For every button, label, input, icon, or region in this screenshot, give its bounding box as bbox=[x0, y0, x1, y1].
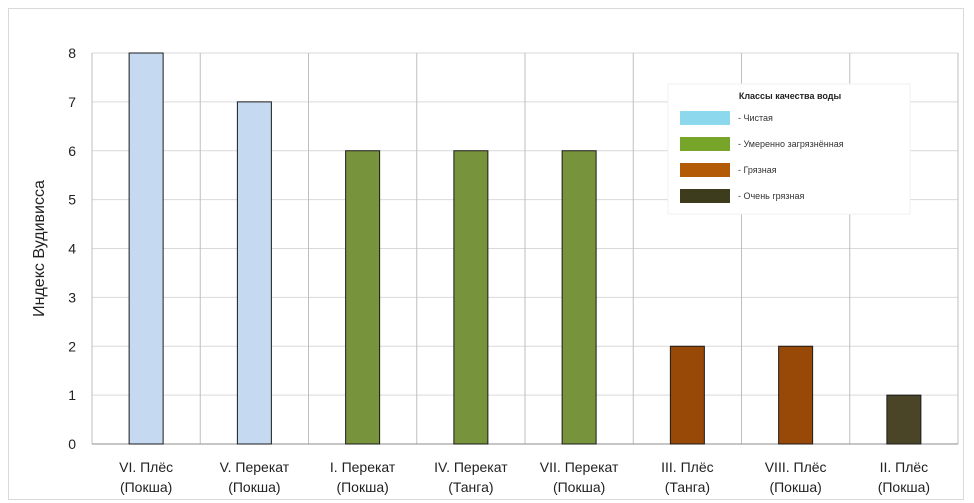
bar-0 bbox=[128, 52, 164, 445]
y-tick-label-8: 8 bbox=[68, 45, 76, 61]
x-tick-label-3: IV. Перекат (Танга) bbox=[434, 459, 508, 495]
y-tick-label-2: 2 bbox=[68, 338, 76, 354]
legend-title: Классы качества воды bbox=[739, 91, 842, 101]
y-axis-label: Индекс Вудивисса bbox=[31, 180, 48, 317]
x-tick-label-0: VI. Плёс (Покша) bbox=[119, 459, 173, 495]
y-tick-label-4: 4 bbox=[68, 241, 76, 257]
legend-label-2: - Грязная bbox=[738, 165, 777, 175]
x-tick-label-7: II. Плёс (Покша) bbox=[878, 459, 930, 495]
legend-label-0: - Чистая bbox=[738, 113, 773, 123]
y-tick-label-3: 3 bbox=[68, 289, 76, 305]
bar-7 bbox=[886, 394, 922, 445]
x-tick-label-2: I. Перекат (Покша) bbox=[330, 459, 396, 495]
y-tick-label-1: 1 bbox=[68, 387, 76, 403]
x-tick-label-6: VIII. Плёс (Покша) bbox=[765, 459, 827, 495]
bar-6 bbox=[778, 345, 814, 445]
legend-label-1: - Умеренно загрязнённая bbox=[738, 139, 844, 149]
legend-label-3: - Очень грязная bbox=[738, 191, 805, 201]
bar-4 bbox=[561, 150, 597, 445]
y-tick-label-7: 7 bbox=[68, 94, 76, 110]
legend-swatch-3 bbox=[680, 189, 730, 203]
x-tick-label-1: V. Перекат (Покша) bbox=[220, 459, 290, 495]
x-tick-label-5: III. Плёс (Танга) bbox=[661, 459, 713, 495]
x-tick-label-4: VII. Перекат (Покша) bbox=[540, 459, 619, 495]
bar-1 bbox=[236, 101, 272, 445]
legend-swatch-0 bbox=[680, 111, 730, 125]
y-tick-label-0: 0 bbox=[68, 436, 76, 452]
legend-swatch-2 bbox=[680, 163, 730, 177]
y-tick-label-5: 5 bbox=[68, 192, 76, 208]
bar-3 bbox=[453, 150, 489, 445]
bar-2 bbox=[345, 150, 381, 445]
legend-swatch-1 bbox=[680, 137, 730, 151]
chart-frame bbox=[8, 8, 964, 500]
bar-5 bbox=[669, 345, 705, 445]
y-tick-label-6: 6 bbox=[68, 143, 76, 159]
